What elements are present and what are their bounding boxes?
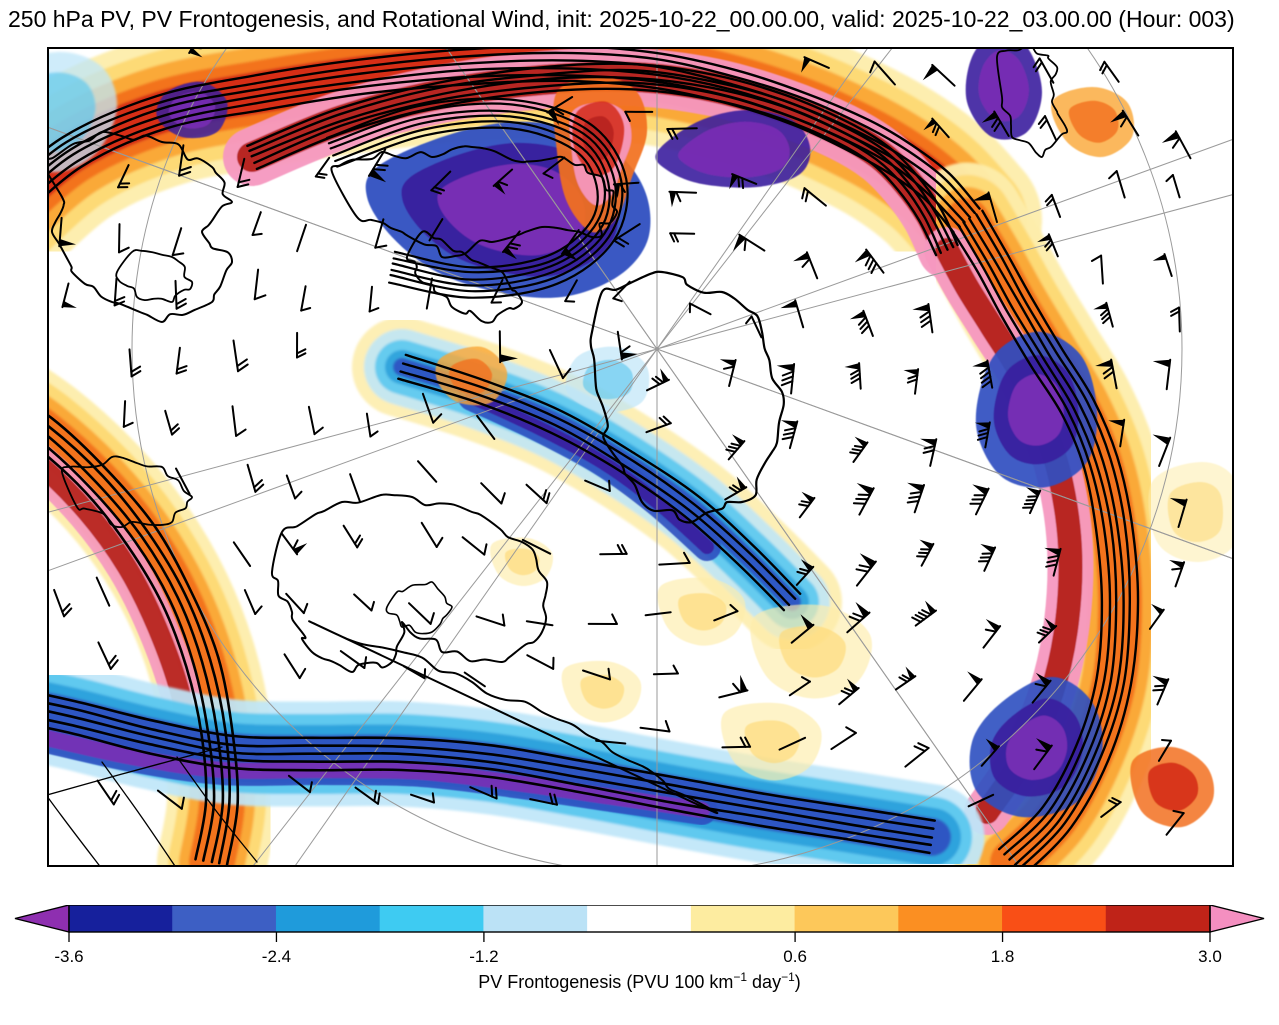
svg-text:3.0: 3.0	[1198, 947, 1222, 966]
svg-text:-2.4: -2.4	[262, 947, 291, 966]
svg-text:-1.2: -1.2	[469, 947, 498, 966]
svg-text:1.8: 1.8	[991, 947, 1015, 966]
svg-text:0.6: 0.6	[783, 947, 807, 966]
svg-text:-3.6: -3.6	[54, 947, 83, 966]
